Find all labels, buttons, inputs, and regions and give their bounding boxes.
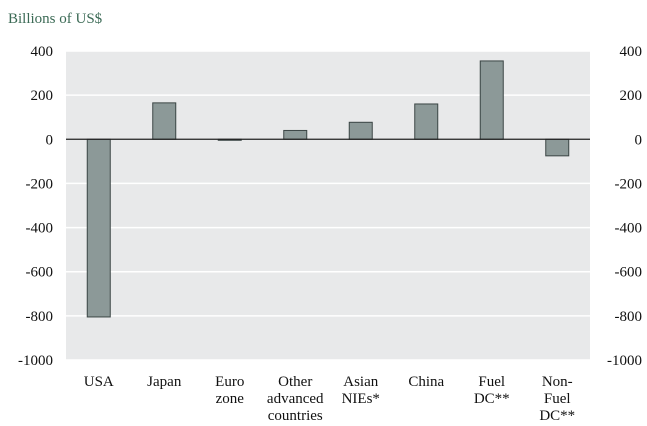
plot-area — [66, 51, 590, 360]
x-category-label-line: USA — [84, 374, 114, 390]
right-y-tick-label: 400 — [620, 44, 643, 60]
grid-lines — [66, 50, 590, 361]
left-y-axis-ticks: 400 200 0 -200 -400 -600 -800 -1000 — [18, 44, 53, 369]
bar — [348, 121, 373, 140]
x-category-label: USA — [84, 374, 114, 390]
x-category-label-line: Euro — [215, 374, 244, 390]
x-category-label-line: DC** — [474, 391, 510, 407]
bar — [414, 103, 439, 140]
left-y-tick-label: 200 — [31, 88, 54, 104]
y-axis-unit-label: Billions of US$ — [8, 11, 103, 27]
x-category-label: Asian NIEs* — [342, 374, 380, 407]
left-y-tick-label: -200 — [26, 176, 54, 192]
x-category-label-line: Non- — [542, 374, 573, 390]
x-category-label-line: Japan — [147, 374, 182, 390]
left-y-tick-label: 0 — [46, 132, 54, 148]
x-category-label-line: China — [408, 374, 444, 390]
x-category-label: Japan — [147, 374, 182, 390]
left-y-tick-label: -600 — [26, 265, 54, 281]
x-category-label-line: NIEs* — [342, 391, 380, 407]
left-y-tick-label: 400 — [31, 44, 54, 60]
right-y-tick-label: -200 — [615, 176, 643, 192]
x-category-label: Fuel DC** — [474, 374, 510, 407]
right-y-tick-label: 0 — [635, 132, 643, 148]
x-category-label-line: Fuel — [544, 391, 571, 407]
bar — [545, 138, 570, 157]
left-y-tick-label: -1000 — [18, 353, 53, 369]
right-y-tick-label: 200 — [620, 88, 643, 104]
x-category-label-line: Other — [278, 374, 312, 390]
bar — [152, 102, 177, 140]
bar — [86, 138, 111, 318]
x-category-label: Other advanced countries — [267, 374, 324, 424]
right-y-tick-label: -1000 — [607, 353, 642, 369]
bar — [479, 60, 504, 140]
x-category-label-line: Fuel — [478, 374, 505, 390]
bar — [283, 129, 308, 140]
bars — [86, 60, 570, 318]
left-y-tick-label: -400 — [26, 221, 54, 237]
x-category-label-line: Asian — [343, 374, 378, 390]
x-category-label: Euro zone — [215, 374, 244, 407]
x-category-label-line: countries — [268, 408, 323, 424]
right-y-tick-label: -800 — [615, 309, 643, 325]
right-y-axis-ticks: 400 200 0 -200 -400 -600 -800 -1000 — [607, 44, 642, 369]
x-category-label-line: DC** — [539, 408, 575, 424]
right-y-tick-label: -600 — [615, 265, 643, 281]
x-category-label: China — [408, 374, 444, 390]
category-labels: USA Japan Euro zone Other advanced countries As… — [84, 374, 575, 424]
right-y-tick-label: -400 — [615, 221, 643, 237]
left-y-tick-label: -800 — [26, 309, 54, 325]
x-category-label-line: zone — [216, 391, 245, 407]
x-category-label: Non-Fuel DC** — [539, 374, 575, 424]
x-category-label-line: advanced — [267, 391, 324, 407]
